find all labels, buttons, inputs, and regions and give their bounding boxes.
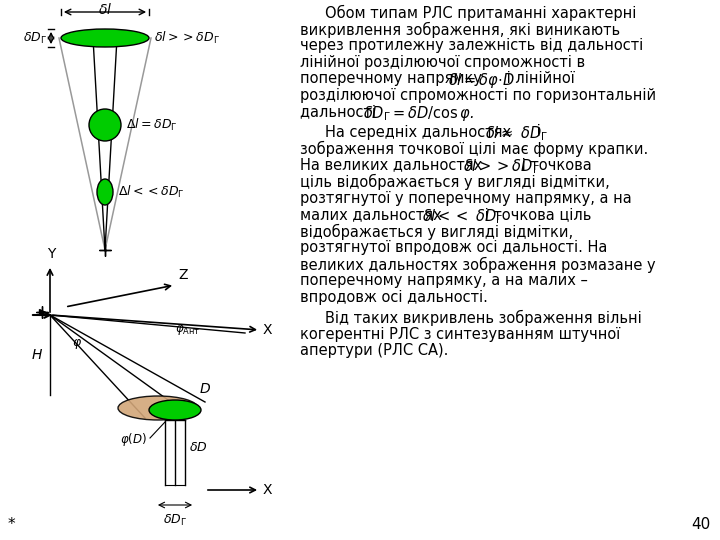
Text: $\varphi(D)$: $\varphi(D)$ bbox=[120, 431, 147, 449]
Text: H: H bbox=[32, 348, 42, 362]
Ellipse shape bbox=[118, 396, 198, 420]
Text: X: X bbox=[263, 483, 272, 497]
Ellipse shape bbox=[149, 400, 201, 420]
Text: $\delta l{\approx}\ \delta D_{\Gamma}$: $\delta l{\approx}\ \delta D_{\Gamma}$ bbox=[485, 125, 549, 143]
Text: Y: Y bbox=[47, 247, 55, 261]
Text: Z: Z bbox=[178, 268, 187, 282]
Text: розтягнутої впродовж осі дальності. На: розтягнутої впродовж осі дальності. На bbox=[300, 240, 608, 255]
Text: викривлення зображення, які виникають: викривлення зображення, які виникають bbox=[300, 22, 620, 38]
Text: $\delta l>>\delta D_{\Gamma}$: $\delta l>>\delta D_{\Gamma}$ bbox=[154, 30, 220, 46]
Text: $\varphi_{\rm Ант}$: $\varphi_{\rm Ант}$ bbox=[175, 323, 200, 337]
Text: $\Delta l << \delta D_{\Gamma}$: $\Delta l << \delta D_{\Gamma}$ bbox=[118, 184, 185, 200]
Text: малих дальностях: малих дальностях bbox=[300, 207, 446, 222]
Text: $\delta l$: $\delta l$ bbox=[98, 2, 112, 17]
Text: На великих дальностях: На великих дальностях bbox=[300, 158, 487, 172]
Text: відображається у вигляді відмітки,: відображається у вигляді відмітки, bbox=[300, 224, 573, 240]
Text: впродовж осі дальності.: впродовж осі дальності. bbox=[300, 289, 488, 305]
Text: 40: 40 bbox=[690, 517, 710, 532]
Text: $\delta D$: $\delta D$ bbox=[189, 441, 207, 454]
Text: поперечному напрямку: поперечному напрямку bbox=[300, 71, 487, 86]
Text: зображення точкової цілі має форму крапки.: зображення точкової цілі має форму крапк… bbox=[300, 141, 648, 157]
Ellipse shape bbox=[89, 109, 121, 141]
Text: ціль відображається у вигляді відмітки,: ціль відображається у вигляді відмітки, bbox=[300, 174, 610, 190]
Text: $\varphi$: $\varphi$ bbox=[72, 337, 82, 351]
Text: Обом типам РЛС притаманні характерні: Обом типам РЛС притаманні характерні bbox=[325, 5, 636, 21]
Text: $\Delta l=\delta D_{\Gamma}$: $\Delta l=\delta D_{\Gamma}$ bbox=[126, 117, 177, 133]
Text: Від таких викривлень зображення вільні: Від таких викривлень зображення вільні bbox=[325, 310, 642, 326]
Text: *: * bbox=[8, 517, 16, 532]
Text: дальності: дальності bbox=[300, 104, 381, 119]
Ellipse shape bbox=[97, 179, 113, 205]
Text: X: X bbox=[263, 323, 272, 337]
Text: $\delta l{=}\delta\varphi{\cdot}D$: $\delta l{=}\delta\varphi{\cdot}D$ bbox=[448, 71, 515, 90]
Text: апертури (РЛС СА).: апертури (РЛС СА). bbox=[300, 343, 449, 358]
Text: поперечному напрямку, а на малих –: поперечному напрямку, а на малих – bbox=[300, 273, 588, 288]
Text: і точкова ціль: і точкова ціль bbox=[480, 207, 591, 222]
Text: і точкова: і точкова bbox=[517, 158, 592, 172]
Text: $\delta l{<<}\ \delta D_{\Gamma}$: $\delta l{<<}\ \delta D_{\Gamma}$ bbox=[422, 207, 503, 226]
Text: і: і bbox=[532, 125, 541, 139]
Text: через протилежну залежність від дальності: через протилежну залежність від дальност… bbox=[300, 38, 643, 53]
Text: На середніх дальностях: На середніх дальностях bbox=[325, 125, 516, 139]
Text: великих дальностях зображення розмазане у: великих дальностях зображення розмазане … bbox=[300, 256, 656, 273]
Text: розділюючої спроможності по горизонтальній: розділюючої спроможності по горизонтальн… bbox=[300, 87, 656, 103]
Text: лінійної розділюючої спроможності в: лінійної розділюючої спроможності в bbox=[300, 55, 585, 70]
Text: розтягнутої у поперечному напрямку, а на: розтягнутої у поперечному напрямку, а на bbox=[300, 191, 631, 206]
Text: $\delta D_{\Gamma}$: $\delta D_{\Gamma}$ bbox=[163, 513, 187, 528]
Text: $\delta D_{\Gamma}{=}\delta D/\cos\varphi$.: $\delta D_{\Gamma}{=}\delta D/\cos\varph… bbox=[363, 104, 474, 123]
Text: $\delta l{>>}\delta D_{\Gamma}$: $\delta l{>>}\delta D_{\Gamma}$ bbox=[463, 158, 540, 176]
Text: когерентні РЛС з синтезуванням штучної: когерентні РЛС з синтезуванням штучної bbox=[300, 327, 620, 341]
Ellipse shape bbox=[61, 29, 149, 47]
Text: $\delta D_{\Gamma}$: $\delta D_{\Gamma}$ bbox=[23, 30, 47, 45]
Text: і лінійної: і лінійної bbox=[502, 71, 575, 86]
Text: D: D bbox=[199, 382, 210, 396]
